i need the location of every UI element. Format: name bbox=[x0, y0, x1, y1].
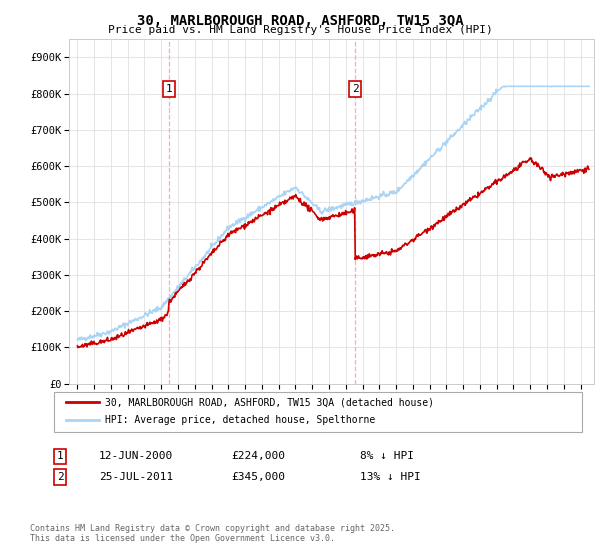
Text: HPI: Average price, detached house, Spelthorne: HPI: Average price, detached house, Spel… bbox=[105, 415, 375, 425]
Text: 8% ↓ HPI: 8% ↓ HPI bbox=[360, 451, 414, 461]
Text: 2: 2 bbox=[56, 472, 64, 482]
Text: 2: 2 bbox=[352, 84, 359, 94]
Text: 25-JUL-2011: 25-JUL-2011 bbox=[99, 472, 173, 482]
Text: 30, MARLBOROUGH ROAD, ASHFORD, TW15 3QA: 30, MARLBOROUGH ROAD, ASHFORD, TW15 3QA bbox=[137, 14, 463, 28]
Text: 1: 1 bbox=[56, 451, 64, 461]
Text: 1: 1 bbox=[166, 84, 172, 94]
Text: Price paid vs. HM Land Registry's House Price Index (HPI): Price paid vs. HM Land Registry's House … bbox=[107, 25, 493, 35]
Text: £224,000: £224,000 bbox=[231, 451, 285, 461]
Text: £345,000: £345,000 bbox=[231, 472, 285, 482]
Text: 12-JUN-2000: 12-JUN-2000 bbox=[99, 451, 173, 461]
Text: 30, MARLBOROUGH ROAD, ASHFORD, TW15 3QA (detached house): 30, MARLBOROUGH ROAD, ASHFORD, TW15 3QA … bbox=[105, 397, 434, 407]
Text: 13% ↓ HPI: 13% ↓ HPI bbox=[360, 472, 421, 482]
Text: Contains HM Land Registry data © Crown copyright and database right 2025.
This d: Contains HM Land Registry data © Crown c… bbox=[30, 524, 395, 543]
